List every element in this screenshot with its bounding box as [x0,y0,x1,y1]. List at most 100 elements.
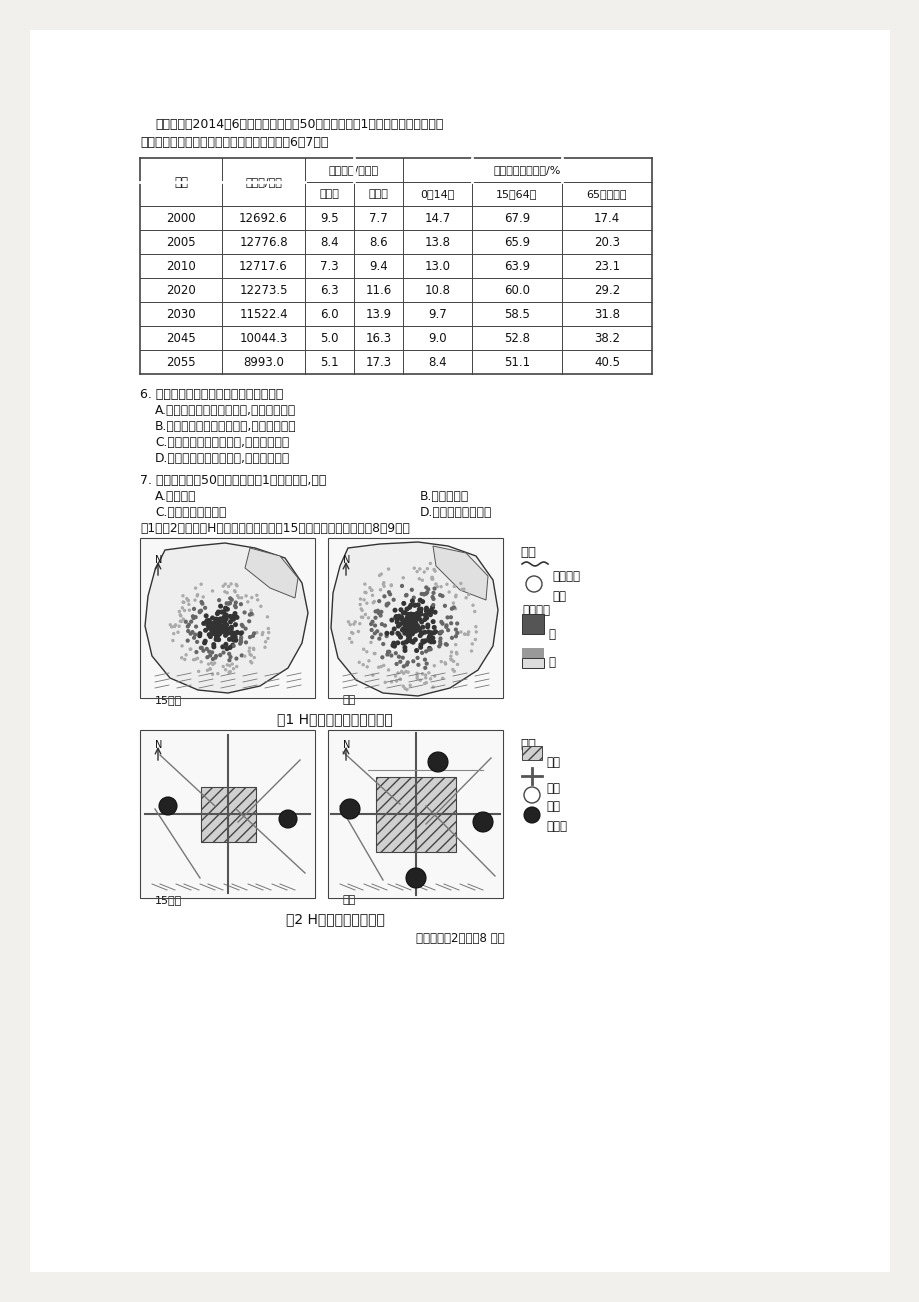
Circle shape [414,622,417,625]
Circle shape [357,630,359,633]
Circle shape [409,603,413,607]
Text: 8.4: 8.4 [320,236,338,249]
Text: 总人口/万人: 总人口/万人 [244,177,281,187]
Text: 6.3: 6.3 [320,284,338,297]
Circle shape [172,639,174,642]
Circle shape [410,633,414,635]
Text: 不同年龄段的人口/%: 不同年龄段的人口/% [494,165,561,174]
Circle shape [362,664,364,665]
Circle shape [192,637,195,639]
Circle shape [429,641,433,643]
Circle shape [180,621,182,622]
Circle shape [433,587,436,590]
Circle shape [411,625,414,628]
Circle shape [440,660,442,663]
Circle shape [210,616,214,620]
Text: 现在: 现在 [343,894,356,905]
Circle shape [411,624,414,628]
Circle shape [218,626,221,630]
Circle shape [189,620,192,624]
Circle shape [181,644,183,647]
Circle shape [209,635,212,638]
Circle shape [347,621,349,622]
Circle shape [231,634,234,638]
Circle shape [413,603,416,607]
Text: 日本政府在2014年6月首次明确设定了50年后维持人口1亿人的人口目标。下表: 日本政府在2014年6月首次明确设定了50年后维持人口1亿人的人口目标。下表 [154,118,443,132]
Text: 图2 H市城区变化示意图: 图2 H市城区变化示意图 [285,911,384,926]
Circle shape [378,600,380,603]
Circle shape [246,600,248,603]
Circle shape [232,638,235,642]
Circle shape [401,656,403,659]
Text: N: N [154,740,162,750]
Text: N: N [343,740,350,750]
Circle shape [216,611,220,613]
Circle shape [389,592,391,596]
Circle shape [178,611,180,612]
Circle shape [425,624,429,626]
Circle shape [241,596,243,599]
Circle shape [187,630,189,633]
Circle shape [454,608,456,609]
Circle shape [420,600,424,603]
Circle shape [209,654,211,658]
Circle shape [229,655,232,659]
Circle shape [210,668,211,671]
Circle shape [241,631,244,634]
Circle shape [441,677,443,680]
Circle shape [194,599,196,602]
Circle shape [205,620,209,624]
Bar [521,746,541,760]
Text: 9.0: 9.0 [427,332,447,345]
Circle shape [205,618,209,622]
Circle shape [199,647,202,650]
Circle shape [232,617,235,621]
Circle shape [408,631,412,635]
Circle shape [371,674,373,676]
Circle shape [182,602,184,603]
Circle shape [397,655,400,658]
Circle shape [429,678,431,680]
Circle shape [211,644,215,648]
Circle shape [262,631,264,634]
Circle shape [410,628,414,631]
Circle shape [221,620,225,622]
Circle shape [377,612,380,615]
Circle shape [407,605,411,609]
Circle shape [412,628,415,630]
Circle shape [412,625,415,628]
Bar [328,730,503,898]
Polygon shape [244,548,298,598]
Circle shape [454,596,456,598]
Circle shape [423,617,426,621]
Circle shape [267,628,269,630]
Circle shape [370,635,373,638]
Circle shape [405,613,409,616]
Circle shape [373,600,375,603]
Circle shape [416,626,420,630]
Circle shape [410,599,414,603]
Circle shape [399,660,402,663]
Text: 8.6: 8.6 [369,236,388,249]
Circle shape [187,600,188,602]
Circle shape [438,643,441,646]
Circle shape [234,658,237,660]
Circle shape [220,628,223,630]
Circle shape [432,686,434,687]
Text: 15年前: 15年前 [154,894,182,905]
Circle shape [425,625,429,629]
Circle shape [181,607,183,609]
Circle shape [407,629,411,633]
Circle shape [406,634,410,638]
Circle shape [222,613,226,617]
Circle shape [188,609,190,611]
Circle shape [425,663,427,665]
Circle shape [232,644,234,647]
Circle shape [203,639,207,643]
Circle shape [382,664,384,667]
Circle shape [380,622,383,625]
Circle shape [182,595,184,596]
Circle shape [223,634,227,637]
Text: 52.8: 52.8 [504,332,529,345]
Circle shape [240,654,243,656]
